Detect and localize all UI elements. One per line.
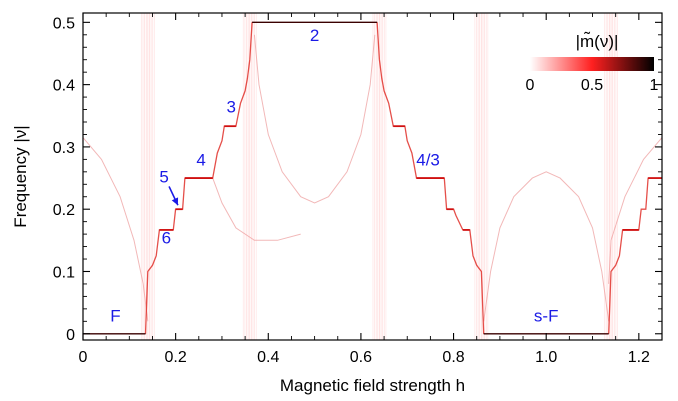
faint-arc bbox=[82, 137, 149, 322]
y-tick-label: 0 bbox=[66, 327, 75, 344]
colorbar-tick-label: 0 bbox=[526, 77, 535, 94]
plateau-label: 4/3 bbox=[416, 151, 440, 170]
plateau-label: 2 bbox=[310, 26, 319, 45]
y-tick-label: 0.1 bbox=[53, 264, 75, 281]
faint-arc bbox=[483, 171, 610, 322]
x-axis-title: Magnetic field strength h bbox=[280, 376, 465, 395]
y-axis-title: Frequency |ν| bbox=[11, 125, 30, 227]
plateau-label: 4 bbox=[196, 151, 205, 170]
colorbar-ticks: 0 0.5 1 bbox=[526, 77, 659, 94]
colorbar-tick-label: 1 bbox=[650, 77, 659, 94]
faint-arcs bbox=[82, 13, 663, 340]
y-tick-label: 0.4 bbox=[53, 78, 75, 95]
x-tick-label: 0.8 bbox=[442, 349, 464, 366]
faint-arc bbox=[253, 34, 376, 204]
staircase-line bbox=[144, 22, 253, 334]
plateau-label: s-F bbox=[534, 306, 559, 325]
x-tick-label: 0 bbox=[79, 349, 88, 366]
colorbar-title: |m̃(ν)| bbox=[576, 31, 619, 51]
arrow-head bbox=[171, 197, 179, 206]
plateaus bbox=[83, 21, 662, 335]
x-tick-label: 0.2 bbox=[165, 349, 187, 366]
plateau-labels: F 6 5 4 3 2 4/3 s-F bbox=[110, 26, 558, 325]
arrow-annotations bbox=[168, 186, 179, 206]
x-axis-ticks: 0 0.2 0.4 0.6 0.8 1.0 1.2 bbox=[79, 13, 650, 366]
faint-arc bbox=[608, 137, 663, 284]
y-tick-label: 0.2 bbox=[53, 202, 75, 219]
colorbar-tick-label: 0.5 bbox=[581, 77, 603, 94]
plateau-label: 5 bbox=[159, 167, 168, 186]
colorbar-gradient bbox=[530, 57, 654, 71]
x-tick-label: 1.0 bbox=[535, 349, 557, 366]
plateau-label: 3 bbox=[226, 98, 235, 117]
y-axis-ticks: 0 0.1 0.2 0.3 0.4 0.5 bbox=[53, 15, 662, 344]
axes-box bbox=[82, 12, 663, 341]
colorbar: |m̃(ν)| 0 0.5 1 bbox=[526, 31, 659, 94]
x-tick-label: 0.6 bbox=[350, 349, 372, 366]
y-tick-label: 0.3 bbox=[53, 140, 75, 157]
faint-arc bbox=[212, 177, 301, 241]
y-tick-label: 0.5 bbox=[53, 15, 75, 32]
x-tick-label: 0.4 bbox=[257, 349, 279, 366]
plateau-label: F bbox=[110, 306, 120, 325]
plateau-label: 6 bbox=[162, 228, 171, 247]
x-tick-label: 1.2 bbox=[628, 349, 650, 366]
